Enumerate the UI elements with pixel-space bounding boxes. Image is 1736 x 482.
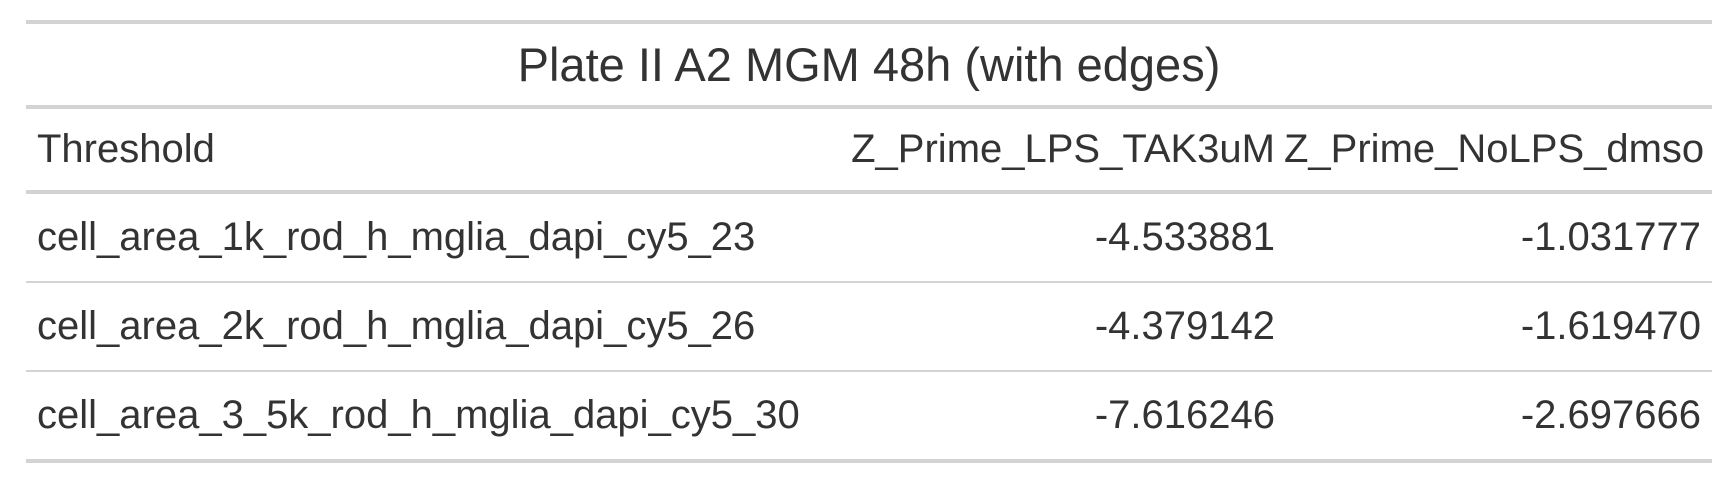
threshold-cell: cell_area_1k_rod_h_mglia_dapi_cy5_23 — [37, 215, 756, 259]
table-row: cell_area_1k_rod_h_mglia_dapi_cy5_23 -4.… — [26, 194, 1712, 283]
threshold-cell: cell_area_3_5k_rod_h_mglia_dapi_cy5_30 — [37, 393, 800, 437]
data-table: Plate II A2 MGM 48h (with edges) Thresho… — [26, 20, 1712, 463]
table-header-row: Threshold Z_Prime_LPS_TAK3uM Z_Prime_NoL… — [26, 109, 1712, 194]
column-header-z-prime-nolps-dmso: Z_Prime_NoLPS_dmso — [1284, 127, 1705, 171]
threshold-cell: cell_area_2k_rod_h_mglia_dapi_cy5_26 — [37, 304, 756, 348]
table-row: cell_area_3_5k_rod_h_mglia_dapi_cy5_30 -… — [26, 372, 1712, 463]
z-prime-nolps-cell: -1.619470 — [1520, 304, 1701, 348]
z-prime-nolps-cell: -1.031777 — [1520, 215, 1701, 259]
table-row: cell_area_2k_rod_h_mglia_dapi_cy5_26 -4.… — [26, 283, 1712, 372]
z-prime-lps-cell: -7.616246 — [1094, 393, 1275, 437]
table-title: Plate II A2 MGM 48h (with edges) — [26, 24, 1712, 109]
z-prime-lps-cell: -4.379142 — [1094, 304, 1275, 348]
column-header-threshold: Threshold — [37, 127, 215, 171]
z-prime-nolps-cell: -2.697666 — [1520, 393, 1701, 437]
z-prime-lps-cell: -4.533881 — [1094, 215, 1275, 259]
table-top-border — [26, 20, 1712, 24]
column-header-z-prime-lps-tak3um: Z_Prime_LPS_TAK3uM — [851, 127, 1275, 171]
